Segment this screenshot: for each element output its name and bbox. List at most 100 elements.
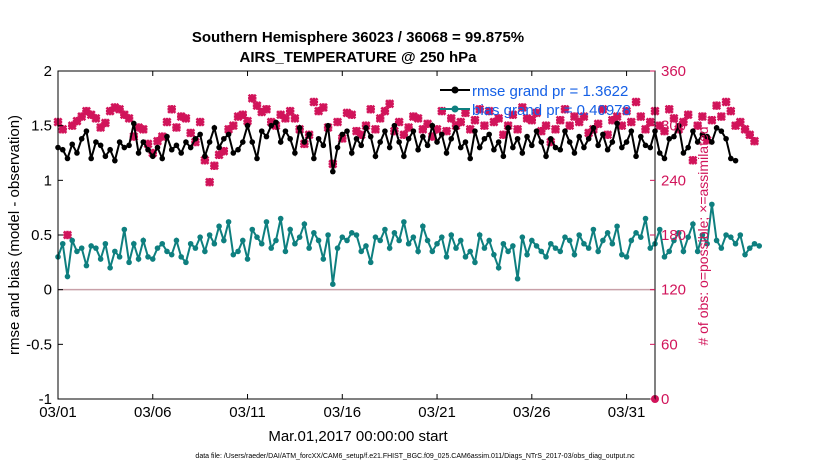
x-axis-label: Mar.01,2017 00:00:00 start bbox=[268, 428, 448, 445]
rmse-point bbox=[225, 131, 232, 138]
bias-point bbox=[505, 248, 511, 255]
bias-point bbox=[680, 248, 687, 255]
rmse-point bbox=[590, 125, 597, 131]
bias-point bbox=[268, 245, 275, 251]
bias-point bbox=[339, 234, 346, 240]
obs-point bbox=[565, 121, 575, 131]
rmse-point bbox=[467, 155, 474, 162]
rmse-point bbox=[268, 122, 275, 129]
bias-point bbox=[728, 234, 734, 240]
obs-point bbox=[77, 112, 87, 122]
obs-point bbox=[579, 112, 589, 122]
rmse-point bbox=[699, 131, 706, 138]
rmse-point bbox=[690, 128, 696, 134]
rmse-point bbox=[230, 150, 237, 156]
rmse-point bbox=[135, 150, 142, 156]
obs-point bbox=[318, 102, 328, 112]
bias-point bbox=[633, 230, 639, 236]
obs-point bbox=[664, 104, 674, 114]
rmse-point bbox=[116, 139, 123, 145]
bias-point bbox=[562, 234, 568, 240]
rmse-point bbox=[159, 155, 166, 162]
bias-point bbox=[353, 232, 360, 238]
obs-point bbox=[261, 104, 271, 114]
rmse-series bbox=[55, 119, 739, 175]
obs-point bbox=[669, 113, 679, 123]
bias-point bbox=[486, 237, 492, 244]
bias-point bbox=[742, 251, 748, 258]
bias-point bbox=[112, 248, 118, 255]
bias-point bbox=[140, 237, 147, 244]
y-tick-label: -1 bbox=[39, 391, 52, 408]
bias-point bbox=[315, 237, 322, 244]
bias-point bbox=[581, 240, 587, 247]
rmse-point bbox=[254, 155, 260, 162]
y2-tick-label: 240 bbox=[661, 172, 686, 189]
obs-point bbox=[636, 112, 646, 122]
rmse-point bbox=[732, 157, 739, 164]
bias-point bbox=[197, 234, 203, 240]
bias-point bbox=[495, 265, 502, 271]
bias-point bbox=[713, 237, 720, 244]
rmse-point bbox=[330, 168, 336, 175]
rmse-point bbox=[514, 135, 521, 142]
bias-point bbox=[585, 245, 592, 251]
bias-point bbox=[420, 223, 426, 230]
bias-point bbox=[405, 240, 412, 247]
rmse-point bbox=[453, 125, 459, 131]
bias-point bbox=[595, 248, 601, 255]
rmse-point bbox=[216, 144, 222, 151]
rmse-point bbox=[296, 125, 303, 131]
rmse-point bbox=[713, 125, 720, 131]
y2-tick-label: 120 bbox=[661, 282, 686, 299]
obs-point bbox=[683, 110, 693, 120]
rmse-point bbox=[121, 144, 128, 151]
bias-point bbox=[88, 243, 94, 249]
bias-point bbox=[647, 245, 654, 251]
obs-point bbox=[290, 113, 300, 123]
rmse-point bbox=[206, 139, 213, 145]
bias-point bbox=[74, 248, 80, 255]
obs-point bbox=[645, 117, 655, 127]
y-tick-label: -0.5 bbox=[26, 336, 52, 353]
bias-point bbox=[443, 254, 450, 260]
rmse-point bbox=[244, 122, 251, 129]
rmse-point bbox=[718, 128, 725, 134]
obs-point bbox=[508, 110, 518, 120]
rmse-point bbox=[277, 139, 284, 145]
bias-point bbox=[590, 226, 597, 233]
rmse-point bbox=[367, 133, 374, 140]
bias-point bbox=[348, 230, 355, 236]
y2-tick-label: 180 bbox=[661, 227, 686, 244]
bias-point bbox=[709, 201, 715, 208]
y-tick-label: 0 bbox=[44, 282, 52, 299]
rmse-point bbox=[344, 128, 350, 134]
obs-point bbox=[560, 104, 570, 114]
rmse-point bbox=[145, 146, 151, 153]
obs-point bbox=[721, 97, 731, 107]
rmse-point bbox=[396, 139, 402, 145]
obs-point bbox=[456, 117, 466, 127]
y2-tick-label: 360 bbox=[661, 63, 686, 80]
bias-point bbox=[751, 240, 758, 247]
rmse-point bbox=[505, 125, 511, 131]
bias-point bbox=[566, 237, 573, 244]
obs-point bbox=[707, 115, 717, 125]
obs-point bbox=[517, 102, 527, 112]
bias-point bbox=[500, 240, 507, 247]
obs-point bbox=[205, 177, 215, 187]
bias-point bbox=[358, 248, 365, 255]
bias-point bbox=[126, 259, 132, 266]
rmse-point bbox=[623, 139, 630, 145]
rmse-point bbox=[656, 150, 663, 156]
obs-point bbox=[228, 121, 238, 131]
obs-point bbox=[280, 113, 290, 123]
chart-subtitle: AIRS_TEMPERATURE @ 250 hPa bbox=[240, 49, 478, 66]
bias-point bbox=[263, 219, 270, 225]
bias-point bbox=[434, 240, 440, 247]
rmse-point bbox=[685, 144, 691, 151]
rmse-point bbox=[694, 139, 701, 145]
rmse-point bbox=[391, 122, 398, 129]
bias-point bbox=[254, 234, 260, 240]
